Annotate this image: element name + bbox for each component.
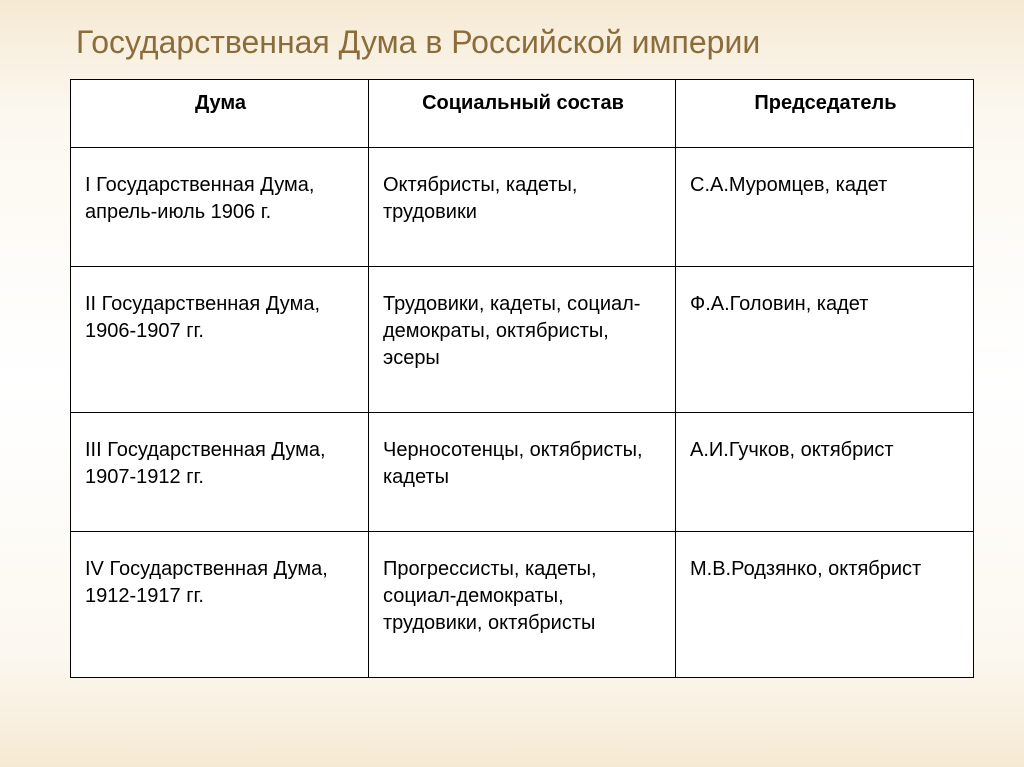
slide: Государственная Дума в Российской импери…	[0, 0, 1024, 718]
cell-duma: IV Государственная Дума, 1912-1917 гг.	[71, 532, 369, 678]
col-header-chairman: Председатель	[676, 80, 974, 148]
cell-composition: Прогрессисты, кадеты, социал-демократы, …	[368, 532, 675, 678]
cell-composition: Октябристы, кадеты, трудовики	[368, 148, 675, 267]
cell-duma: III Государственная Дума, 1907-1912 гг.	[71, 413, 369, 532]
cell-duma: II Государственная Дума, 1906-1907 гг.	[71, 267, 369, 413]
cell-composition: Черносотенцы, октябристы, кадеты	[368, 413, 675, 532]
table-row: III Государственная Дума, 1907-1912 гг. …	[71, 413, 974, 532]
col-header-composition: Социальный состав	[368, 80, 675, 148]
cell-chairman: М.В.Родзянко, октябрист	[676, 532, 974, 678]
cell-chairman: А.И.Гучков, октябрист	[676, 413, 974, 532]
cell-duma: I Государственная Дума, апрель-июль 1906…	[71, 148, 369, 267]
duma-table: Дума Социальный состав Председатель I Го…	[70, 79, 974, 678]
col-header-duma: Дума	[71, 80, 369, 148]
cell-chairman: С.А.Муромцев, кадет	[676, 148, 974, 267]
cell-composition: Трудовики, кадеты, социал-демократы, окт…	[368, 267, 675, 413]
table-header-row: Дума Социальный состав Председатель	[71, 80, 974, 148]
slide-title: Государственная Дума в Российской импери…	[70, 24, 974, 61]
cell-chairman: Ф.А.Головин, кадет	[676, 267, 974, 413]
table-row: I Государственная Дума, апрель-июль 1906…	[71, 148, 974, 267]
table-row: IV Государственная Дума, 1912-1917 гг. П…	[71, 532, 974, 678]
table-row: II Государственная Дума, 1906-1907 гг. Т…	[71, 267, 974, 413]
